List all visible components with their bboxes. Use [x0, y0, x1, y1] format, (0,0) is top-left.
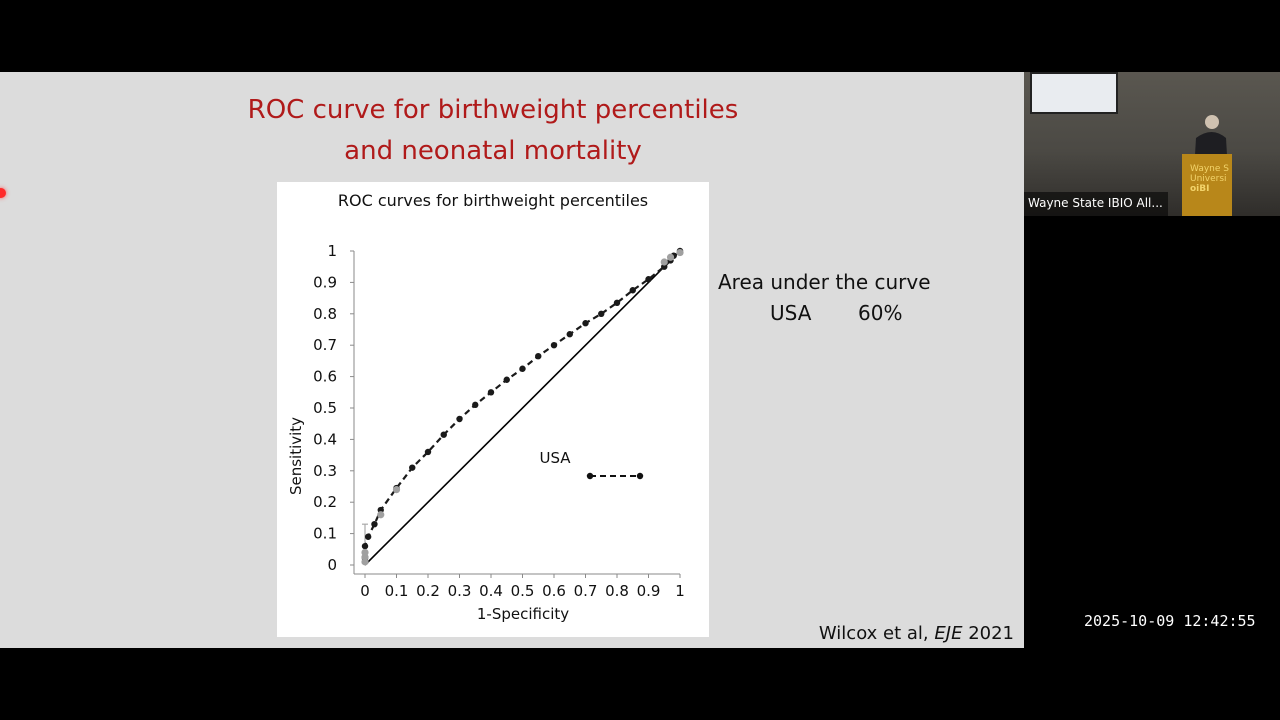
- presentation-slide: ROC curve for birthweight percentiles an…: [0, 72, 1024, 648]
- y-tick-label: 0.3: [313, 462, 337, 480]
- laser-pointer-dot: [0, 188, 6, 198]
- citation-journal: EJE: [934, 623, 963, 644]
- x-tick-label: 0: [360, 582, 370, 600]
- series-data-point: [613, 299, 621, 307]
- y-tick-label: 0.9: [313, 273, 337, 291]
- chart-axes: 0 0.1 0.2 0.3 0.4 0.5 0.6 0.7 0.8 0.9 1 0 0.1 0.2 0.3 0…: [313, 242, 685, 600]
- series-data-point: [645, 276, 652, 283]
- series-data-point: [598, 310, 605, 317]
- y-tick-label: 0.7: [313, 336, 337, 354]
- gray-data-point: [666, 253, 675, 261]
- x-tick-label: 0.1: [385, 582, 409, 600]
- reference-line: [364, 250, 681, 566]
- series-data-point: [487, 389, 495, 396]
- x-tick-label: 0.2: [416, 582, 440, 600]
- series-data-point: [503, 376, 510, 383]
- series-data-point: [519, 365, 526, 372]
- camera-podium: [1182, 154, 1232, 216]
- x-tick-label: 0.8: [605, 582, 629, 600]
- gray-data-point: [392, 486, 401, 494]
- recording-timestamp: 2025-10-09 12:42:55: [1084, 612, 1256, 630]
- series-data-point: [456, 415, 463, 423]
- chart-title: ROC curves for birthweight percentiles: [338, 191, 648, 210]
- gray-series-points: [361, 248, 684, 566]
- gray-data-point: [361, 548, 369, 557]
- camera-projector-screen: [1030, 72, 1118, 114]
- speaker-camera-feed[interactable]: Wayne S Universi oiBI Wayne State IBIO A…: [1024, 72, 1280, 216]
- y-tick-label: 0.5: [313, 399, 337, 417]
- series-line-usa: [363, 250, 681, 559]
- camera-podium-text: Wayne S Universi oiBI: [1190, 164, 1229, 194]
- auc-title: Area under the curve: [718, 270, 931, 294]
- series-data-point: [409, 464, 416, 471]
- series-data-point: [364, 533, 372, 540]
- gray-data-point: [676, 248, 684, 257]
- x-tick-label: 0.7: [574, 582, 598, 600]
- chart-legend: USA: [539, 449, 644, 480]
- legend-label-usa: USA: [539, 449, 571, 467]
- series-data-point: [424, 448, 432, 456]
- legend-marker-end: [636, 472, 644, 480]
- x-tick-label: 0.6: [542, 582, 566, 600]
- citation: Wilcox et al, EJE 2021: [819, 623, 1014, 644]
- series-data-point: [535, 352, 542, 360]
- series-data-point: [371, 520, 378, 528]
- gray-data-point: [377, 511, 385, 519]
- x-axis-label: 1-Specificity: [477, 605, 569, 623]
- y-tick-label: 0.2: [313, 493, 337, 511]
- y-tick-label: 0.4: [313, 430, 337, 448]
- y-axis-label: Sensitivity: [287, 417, 305, 495]
- citation-year: 2021: [968, 623, 1014, 644]
- y-tick-label: 1: [327, 242, 337, 260]
- y-tick-label: 0.6: [313, 368, 337, 386]
- y-tick-label: 0: [327, 556, 337, 574]
- roc-chart-svg: ROC curves for birthweight percentiles 0…: [287, 191, 685, 623]
- slide-title-line-2: and neonatal mortality: [344, 136, 642, 166]
- camera-participant-label: Wayne State IBIO All...: [1024, 192, 1168, 216]
- series-data-point: [472, 401, 479, 409]
- x-tick-label: 0.4: [479, 582, 503, 600]
- series-data-point: [361, 542, 369, 550]
- series-data-point: [566, 331, 573, 338]
- x-tick-label: 0.9: [637, 582, 661, 600]
- series-data-point: [550, 342, 558, 349]
- y-tick-label: 0.8: [313, 305, 337, 323]
- podium-logo-text: oiBI: [1190, 184, 1210, 194]
- series-usa: [361, 247, 684, 562]
- citation-authors: Wilcox et al,: [818, 623, 929, 644]
- legend-marker-start: [586, 472, 594, 480]
- x-tick-label: 0.5: [511, 582, 535, 600]
- reference-diagonal-line: [362, 250, 681, 566]
- podium-university-text: Wayne S Universi: [1190, 164, 1229, 184]
- x-tick-label: 1: [675, 582, 685, 600]
- series-data-point: [440, 431, 447, 438]
- series-data-point: [629, 287, 636, 294]
- auc-country: USA: [770, 301, 812, 325]
- auc-value: 60%: [858, 301, 903, 325]
- series-data-point: [582, 320, 589, 327]
- roc-chart: ROC curves for birthweight percentiles 0…: [277, 182, 709, 637]
- gray-data-point: [660, 258, 668, 266]
- x-tick-label: 0.3: [448, 582, 472, 600]
- y-tick-label: 0.1: [313, 525, 337, 543]
- slide-title-line-1: ROC curve for birthweight percentiles: [247, 95, 739, 125]
